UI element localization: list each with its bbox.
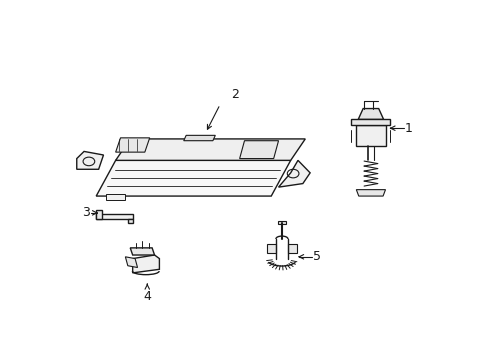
Polygon shape bbox=[287, 244, 296, 253]
Polygon shape bbox=[239, 141, 278, 158]
Polygon shape bbox=[77, 152, 103, 169]
Polygon shape bbox=[351, 119, 389, 125]
Polygon shape bbox=[183, 135, 215, 141]
Text: 4: 4 bbox=[143, 290, 151, 303]
Polygon shape bbox=[356, 190, 385, 196]
Polygon shape bbox=[116, 138, 149, 152]
Polygon shape bbox=[132, 255, 159, 273]
Polygon shape bbox=[106, 194, 125, 200]
Polygon shape bbox=[278, 221, 285, 224]
Polygon shape bbox=[278, 160, 309, 187]
Polygon shape bbox=[358, 109, 383, 119]
Polygon shape bbox=[116, 139, 305, 160]
Polygon shape bbox=[267, 244, 276, 253]
Polygon shape bbox=[96, 160, 290, 196]
Polygon shape bbox=[130, 248, 154, 255]
Polygon shape bbox=[356, 125, 385, 146]
Text: 5: 5 bbox=[312, 250, 320, 263]
Text: 2: 2 bbox=[230, 89, 238, 102]
Text: 1: 1 bbox=[404, 122, 412, 135]
Polygon shape bbox=[96, 213, 132, 219]
Polygon shape bbox=[127, 219, 132, 223]
Polygon shape bbox=[125, 257, 137, 267]
Text: 3: 3 bbox=[82, 206, 90, 219]
Polygon shape bbox=[96, 210, 102, 219]
